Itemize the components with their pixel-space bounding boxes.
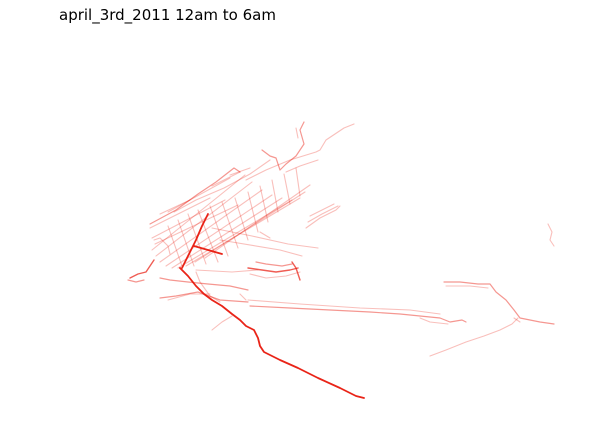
heavy-route xyxy=(179,213,365,399)
eastern-traces xyxy=(429,223,555,357)
queens-traces xyxy=(211,203,341,257)
manhattan-grid xyxy=(149,167,311,269)
lower-manhattan-traces xyxy=(127,237,171,283)
brooklyn-traces xyxy=(159,261,301,331)
map-title: april_3rd_2011 12am to 6am xyxy=(59,6,276,24)
upper-manhattan-traces xyxy=(149,121,355,225)
southern-traces xyxy=(247,299,467,325)
